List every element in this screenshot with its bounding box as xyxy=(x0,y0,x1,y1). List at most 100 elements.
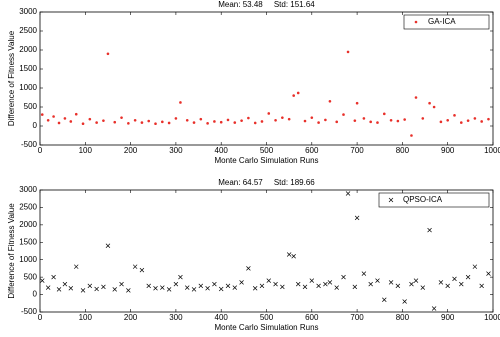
point xyxy=(147,119,151,123)
point xyxy=(487,117,490,121)
legend-marker xyxy=(388,197,394,203)
point xyxy=(413,278,419,283)
point xyxy=(247,116,250,120)
point xyxy=(389,119,393,122)
point xyxy=(112,287,117,292)
y-tick-label: 2500 xyxy=(19,26,37,35)
y-tick-label: 0 xyxy=(33,121,38,130)
point xyxy=(438,280,444,285)
point xyxy=(286,252,292,257)
legend-box xyxy=(378,192,490,208)
point xyxy=(87,283,93,289)
y-tick-label: 2500 xyxy=(19,203,37,212)
y-tick-label: 2000 xyxy=(19,45,37,54)
point xyxy=(225,283,231,289)
point xyxy=(62,281,68,287)
x-tick-label: 1000 xyxy=(484,146,500,155)
point xyxy=(127,122,130,125)
point xyxy=(179,101,182,104)
point xyxy=(345,191,351,196)
x-tick-label: 0 xyxy=(38,146,43,155)
y-tick-label: 3000 xyxy=(19,7,37,16)
point xyxy=(382,297,387,303)
point xyxy=(260,120,264,123)
point xyxy=(403,118,406,121)
point xyxy=(465,274,471,280)
point xyxy=(184,285,190,290)
plot-area xyxy=(39,189,494,313)
y-tick-label: 500 xyxy=(24,102,38,111)
point xyxy=(376,121,379,124)
x-tick-label: 100 xyxy=(79,146,93,155)
x-tick-label: 1000 xyxy=(484,313,500,322)
point xyxy=(52,115,55,118)
point xyxy=(402,299,407,304)
point xyxy=(46,119,50,122)
legend-label: GA-ICA xyxy=(428,17,456,26)
point xyxy=(369,120,372,124)
x-tick-label: 700 xyxy=(350,313,364,322)
point xyxy=(167,121,171,125)
point xyxy=(341,274,346,280)
point xyxy=(198,283,204,289)
chart-title: Mean: 53.48 Std: 151.64 xyxy=(218,0,315,9)
point xyxy=(212,281,217,287)
point xyxy=(218,286,224,292)
point xyxy=(88,117,92,121)
point xyxy=(45,285,51,290)
point xyxy=(353,119,357,122)
x-tick-label: 0 xyxy=(38,313,43,322)
point xyxy=(328,100,332,103)
x-tick-label: 100 xyxy=(79,313,93,322)
point xyxy=(439,120,443,124)
legend-marker xyxy=(414,20,418,24)
point xyxy=(486,271,491,276)
x-tick-label: 300 xyxy=(169,313,183,322)
point xyxy=(361,271,367,276)
point xyxy=(51,274,56,280)
point xyxy=(382,112,386,116)
point xyxy=(252,286,258,291)
point xyxy=(453,114,456,117)
point xyxy=(334,285,339,290)
point xyxy=(273,281,278,287)
point xyxy=(354,215,360,221)
point xyxy=(291,253,296,259)
point xyxy=(421,117,425,120)
point xyxy=(178,274,183,280)
point xyxy=(81,122,85,126)
point xyxy=(133,119,137,122)
x-tick-label: 800 xyxy=(396,313,410,322)
point xyxy=(253,121,257,125)
y-tick-label: 2000 xyxy=(19,220,37,229)
y-tick-label: -500 xyxy=(21,140,38,149)
point xyxy=(317,121,320,124)
y-axis-label: Difference of Fitness Value xyxy=(7,203,16,299)
point xyxy=(355,101,359,105)
point xyxy=(102,119,105,122)
point xyxy=(40,278,45,283)
point xyxy=(160,285,165,290)
point xyxy=(479,283,484,289)
point xyxy=(310,116,314,119)
point xyxy=(375,278,380,283)
point xyxy=(445,283,450,289)
point xyxy=(161,120,164,124)
point xyxy=(69,120,73,123)
point xyxy=(431,306,437,311)
x-tick-label: 700 xyxy=(350,146,364,155)
x-tick-label: 500 xyxy=(260,146,274,155)
point xyxy=(154,122,157,126)
point xyxy=(205,286,210,291)
point xyxy=(352,284,358,290)
x-tick-label: 200 xyxy=(124,313,138,322)
point xyxy=(342,113,345,116)
legend-box xyxy=(403,14,490,30)
point xyxy=(219,120,223,124)
point xyxy=(206,122,209,125)
point xyxy=(139,267,145,273)
point xyxy=(226,118,230,122)
point xyxy=(126,288,131,293)
point xyxy=(246,266,251,271)
